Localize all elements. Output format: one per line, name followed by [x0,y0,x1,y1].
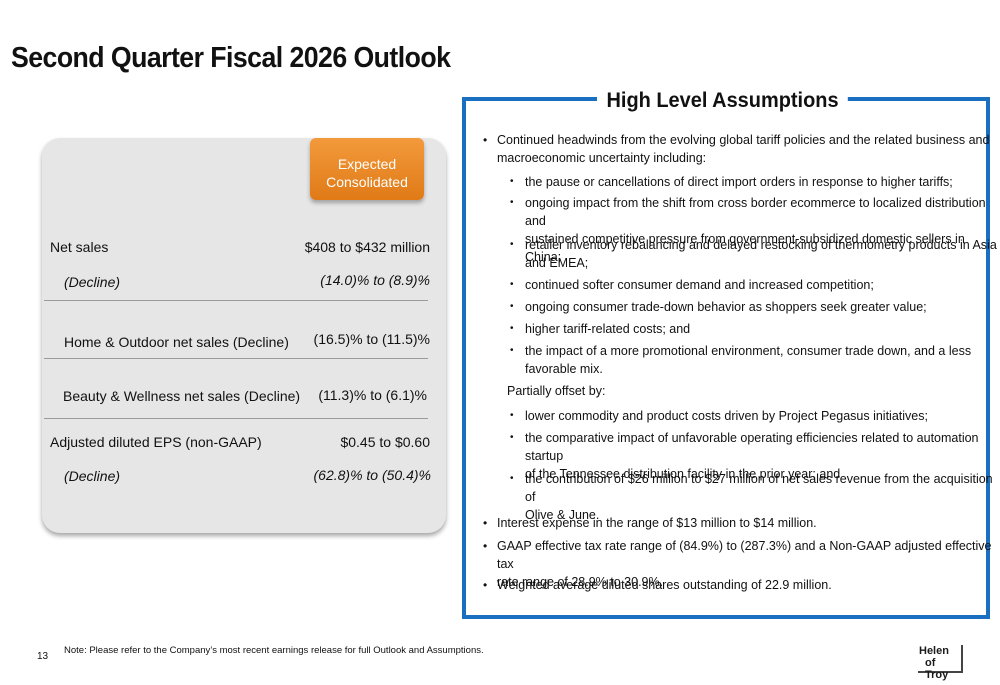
divider [44,300,428,301]
outlook-card [42,138,446,533]
bullet-text: Olive & June. [525,508,600,522]
bullet-text: of the Tennessee distribution facility i… [525,467,841,481]
bullet-text: continued softer consumer demand and inc… [525,278,874,292]
sub-bullet: • retailer inventory rebalancing and del… [510,236,997,272]
beauty-wellness-label: Beauty & Wellness net sales (Decline) [63,388,301,404]
divider [44,418,428,419]
bullet-icon: • [510,279,514,290]
bullet-text: lower commodity and product costs driven… [525,409,928,423]
bullet-text: favorable mix. [525,362,603,376]
bullet-text: ongoing consumer trade-down behavior as … [525,300,927,314]
sub-bullet: • the contribution of $26 million to $27… [510,470,1000,524]
sub-bullet: • lower commodity and product costs driv… [510,407,928,425]
bullet-text: the comparative impact of unfavorable op… [525,431,979,463]
net-sales-decline-label: (Decline) [64,274,121,290]
page-title: Second Quarter Fiscal 2026 Outlook [11,42,451,74]
bullet-icon: • [510,473,514,484]
sub-bullet: • ongoing impact from the shift from cro… [510,194,1000,266]
bullet-text: the pause or cancellations of direct imp… [525,175,953,189]
bullet-interest-expense: • Interest expense in the range of $13 m… [483,514,817,532]
bullet-text: retailer inventory rebalancing and delay… [525,238,997,252]
bullet-text: Interest expense in the range of $13 mil… [497,516,817,530]
net-sales-value: $408 to $432 million [304,239,430,255]
footnote: Note: Please refer to the Company’s most… [64,645,484,656]
bullet-text: Weighted average diluted shares outstand… [497,578,832,592]
sub-bullet: • the comparative impact of unfavorable … [510,429,1000,483]
bullet-text: sustained competitive pressure from gove… [525,232,965,264]
bullet-tariff-headwinds: • Continued headwinds from the evolving … [483,131,990,167]
eps-decline-label: (Decline) [64,468,121,484]
sub-bullet: • the impact of a more promotional envir… [510,342,972,378]
sub-bullet: • ongoing consumer trade-down behavior a… [510,298,927,316]
home-outdoor-value: (16.5)% to (11.5)% [313,331,430,347]
bullet-text: Continued headwinds from the evolving gl… [497,133,990,147]
bullet-text: rate range of 28.9% to 30.9%. [497,575,664,589]
bullet-text: higher tariff-related costs; and [525,322,691,336]
beauty-wellness-value: (11.3)% to (6.1)% [318,387,427,403]
bullet-icon: • [483,516,488,530]
net-sales-label: Net sales [50,239,109,255]
bullet-icon: • [510,432,514,443]
bullet-icon: • [510,239,514,250]
logo-text: of Troy [925,657,949,681]
bullet-icon: • [510,197,514,208]
bullet-text: macroeconomic uncertainty including: [497,151,707,165]
eps-decline-value: (62.8)% to (50.4)% [313,467,432,483]
logo-text: Helen [919,645,949,657]
page-number: 13 [37,651,49,662]
bullet-text: GAAP effective tax rate range of (84.9%)… [497,539,992,571]
bullet-icon: • [483,133,488,147]
sub-bullet: • higher tariff-related costs; and [510,320,691,338]
helen-of-troy-logo: Helen of Troy [918,645,963,681]
net-sales-decline-value: (14.0)% to (8.9)% [320,272,430,288]
bullet-tax-rate: • GAAP effective tax rate range of (84.9… [483,537,1000,591]
sub-bullet: • continued softer consumer demand and i… [510,276,874,294]
bullet-icon: • [483,539,488,553]
expected-consolidated-header: Expected Consolidated [310,138,424,200]
bullet-icon: • [510,301,514,312]
home-outdoor-label: Home & Outdoor net sales (Decline) [64,334,289,350]
bullet-text: and EMEA; [525,256,589,270]
partially-offset-label: Partially offset by: [507,384,606,398]
sub-bullet: • the pause or cancellations of direct i… [510,173,953,191]
bullet-text: the contribution of $26 million to $27 m… [525,472,993,504]
bullet-text: the impact of a more promotional environ… [525,344,972,358]
bullet-icon: • [510,176,514,187]
bullet-icon: • [510,345,514,356]
bullet-icon: • [483,578,488,592]
eps-value: $0.45 to $0.60 [340,434,430,450]
bullet-icon: • [510,323,514,334]
divider [44,358,428,359]
eps-label: Adjusted diluted EPS (non-GAAP) [50,434,262,450]
bullet-icon: • [510,410,514,421]
assumptions-heading: High Level Assumptions [597,89,849,113]
bullet-diluted-shares: • Weighted average diluted shares outsta… [483,576,832,594]
bullet-text: ongoing impact from the shift from cross… [525,196,986,228]
